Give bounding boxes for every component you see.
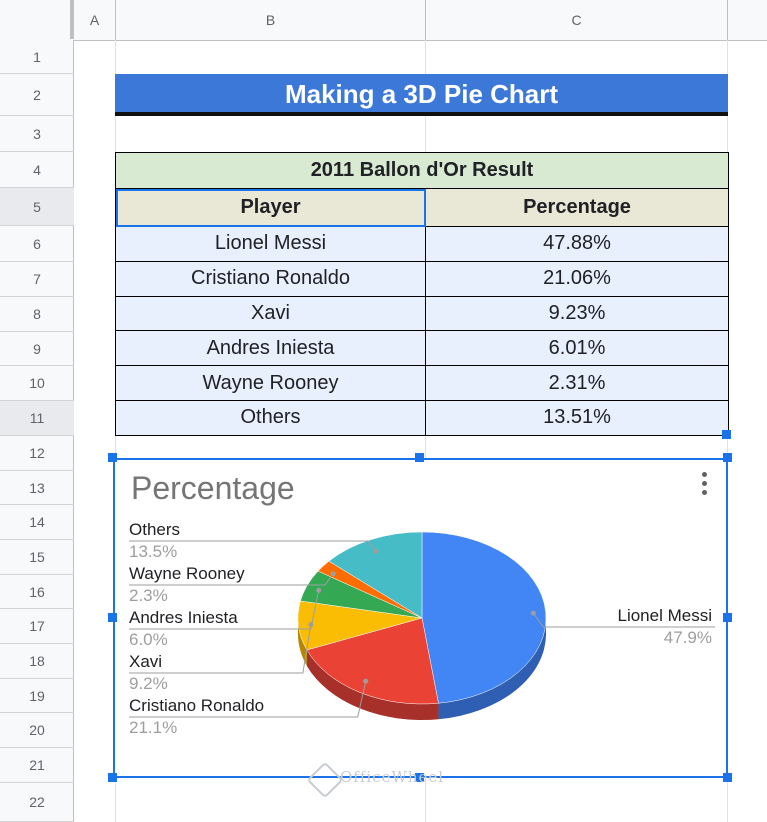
row-header-11[interactable]: 11 — [0, 401, 74, 436]
row-header-9[interactable]: 9 — [0, 332, 74, 366]
row-header-10[interactable]: 10 — [0, 366, 74, 401]
leader-dot — [316, 587, 322, 593]
cell-player[interactable]: Wayne Rooney — [115, 365, 426, 401]
leader-dot — [530, 610, 536, 616]
row-header-15[interactable]: 15 — [0, 540, 74, 575]
cell-percentage[interactable]: 47.88% — [425, 226, 729, 262]
sheet-title-cell[interactable]: Making a 3D Pie Chart — [115, 74, 728, 116]
slice-label: Lionel Messi — [617, 606, 713, 625]
column-header-d[interactable] — [728, 0, 767, 40]
cell-player[interactable]: Andres Iniesta — [115, 330, 426, 367]
row-header-13[interactable]: 13 — [0, 471, 74, 505]
slice-label: Others — [129, 520, 181, 539]
chart-resize-handle[interactable] — [415, 453, 424, 462]
row-header-4[interactable]: 4 — [0, 152, 74, 188]
range-resize-handle[interactable] — [722, 430, 731, 439]
row-header-1[interactable]: 1 — [0, 40, 74, 74]
pie-slice-5[interactable] — [328, 531, 423, 619]
pie-side-0 — [438, 618, 546, 720]
chart-resize-handle[interactable] — [415, 773, 424, 782]
row-header-5[interactable]: 5 — [0, 188, 74, 226]
leader-line — [129, 624, 312, 674]
chart-resize-handle[interactable] — [723, 613, 732, 622]
leader-dot — [363, 678, 369, 684]
table-caption[interactable]: 2011 Ballon d'Or Result — [115, 152, 729, 189]
watermark-text: OfficeWheel — [340, 768, 445, 786]
cell-player[interactable]: Xavi — [115, 295, 426, 332]
slice-percent: 6.0% — [129, 630, 168, 649]
cell-percentage[interactable]: 9.23% — [425, 295, 729, 332]
column-header-a[interactable]: A — [74, 0, 116, 40]
row-header-18[interactable]: 18 — [0, 644, 74, 679]
row-header-20[interactable]: 20 — [0, 713, 74, 748]
chart-resize-handle[interactable] — [108, 453, 117, 462]
leader-dot — [373, 548, 379, 554]
data-table: 2011 Ballon d'Or Result Player Percentag… — [115, 152, 729, 436]
column-header-c[interactable]: C — [426, 0, 728, 40]
slice-label: Andres Iniesta — [129, 608, 238, 627]
chart-resize-handle[interactable] — [723, 773, 732, 782]
slice-label: Xavi — [129, 652, 163, 671]
row-header-19[interactable]: 19 — [0, 679, 74, 713]
table-row: Cristiano Ronaldo 21.06% — [115, 260, 729, 297]
slice-percent: 13.5% — [129, 542, 178, 561]
slice-percent: 9.2% — [129, 674, 168, 693]
leader-line — [129, 681, 367, 718]
leader-line — [129, 573, 334, 586]
pie-side-2 — [298, 618, 307, 666]
table-row: Lionel Messi 47.88% — [115, 226, 729, 262]
slice-label: Cristiano Ronaldo — [129, 696, 265, 715]
chart-menu-icon[interactable] — [702, 472, 708, 499]
chart-resize-handle[interactable] — [108, 613, 117, 622]
cell-percentage[interactable]: 13.51% — [425, 399, 729, 436]
slice-percent: 47.9% — [663, 628, 712, 647]
chart-resize-handle[interactable] — [723, 453, 732, 462]
cell-percentage[interactable]: 21.06% — [425, 260, 729, 297]
row-header-21[interactable]: 21 — [0, 748, 74, 783]
leader-line — [129, 590, 320, 630]
cell-player[interactable]: Others — [115, 399, 426, 436]
pie-plot — [129, 531, 715, 720]
row-header-bar: 1 2 3 4 5 6 7 8 9 10 11 12 13 14 15 16 17 18 19 20 21 22 — [0, 40, 74, 822]
row-header-3[interactable]: 3 — [0, 116, 74, 152]
row-header-2[interactable]: 2 — [0, 74, 74, 116]
slice-label: Wayne Rooney — [129, 564, 245, 583]
row-header-6[interactable]: 6 — [0, 226, 74, 262]
table-row: Andres Iniesta 6.01% — [115, 330, 729, 367]
slice-percent: 2.3% — [129, 586, 168, 605]
column-header-b[interactable]: B — [116, 0, 426, 40]
select-all-corner[interactable] — [0, 0, 74, 39]
row-header-22[interactable]: 22 — [0, 783, 74, 822]
column-header-bar: A B C — [0, 0, 767, 41]
cell-player[interactable]: Cristiano Ronaldo — [115, 260, 426, 297]
pie-side-1 — [306, 649, 439, 720]
table-row: Others 13.51% — [115, 399, 729, 436]
header-player[interactable]: Player — [115, 188, 426, 227]
cell-player[interactable]: Lionel Messi — [115, 226, 426, 262]
leader-dot — [330, 571, 336, 577]
cell-percentage[interactable]: 6.01% — [425, 330, 729, 367]
pie-slice-1[interactable] — [306, 617, 439, 705]
leader-line — [532, 612, 715, 628]
slice-percent: 21.1% — [129, 718, 178, 737]
table-row: Wayne Rooney 2.31% — [115, 365, 729, 401]
row-header-12[interactable]: 12 — [0, 436, 74, 471]
pie-chart[interactable]: Percentage Lionel Messi 47.9% Cristiano Ro… — [113, 458, 728, 778]
header-percentage[interactable]: Percentage — [425, 188, 729, 227]
table-row: Xavi 9.23% — [115, 295, 729, 332]
chart-title[interactable]: Percentage — [131, 470, 295, 506]
row-header-17[interactable]: 17 — [0, 609, 74, 644]
row-header-7[interactable]: 7 — [0, 262, 74, 297]
row-header-14[interactable]: 14 — [0, 505, 74, 540]
leader-line — [129, 540, 377, 552]
row-header-8[interactable]: 8 — [0, 297, 74, 332]
row-header-16[interactable]: 16 — [0, 575, 74, 609]
pie-slice-0[interactable] — [421, 531, 547, 704]
chart-resize-handle[interactable] — [108, 773, 117, 782]
cell-percentage[interactable]: 2.31% — [425, 365, 729, 401]
